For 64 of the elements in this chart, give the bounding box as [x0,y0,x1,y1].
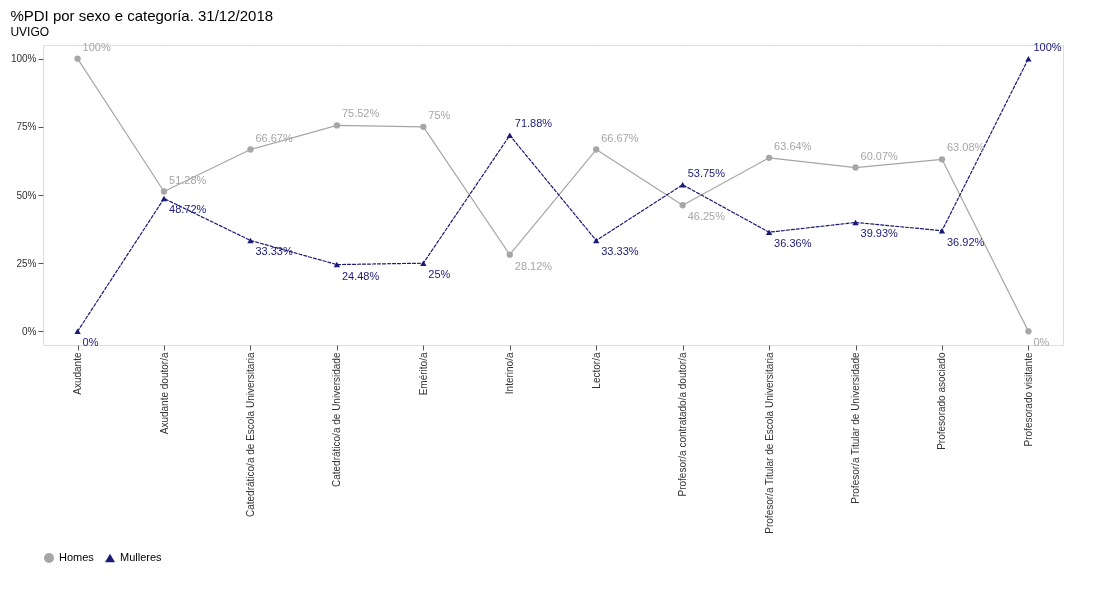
point [247,146,254,153]
point [679,202,686,209]
point [420,260,427,266]
x-tick-label: Lector/a [590,352,602,389]
point [679,182,686,188]
data-label: 46.25% [687,210,726,223]
data-label: 66.67% [255,131,293,144]
x-tick-label: Axudante [72,352,84,395]
point [593,146,600,153]
point [593,237,600,244]
point [333,122,341,129]
data-label: 0% [82,336,99,349]
point [852,164,859,171]
x-tick-label: Profesor/a contratado/a doutor/a [677,352,689,497]
point [420,123,427,130]
data-label: 36.92% [946,235,985,248]
x-tick-label: Profesor/a Titular de Universidade [850,352,862,504]
data-label: 36.36% [774,237,812,250]
data-label: 66.67% [601,131,639,144]
x-tick-label: Interino/a [504,352,516,395]
data-label: 75.52% [341,107,380,120]
point [765,154,773,161]
data-label: 63.08% [946,141,985,154]
data-label: 60.07% [860,149,899,162]
data-label: 100% [1033,40,1062,53]
y-tick-label: 100% [10,53,37,65]
data-label: 71.88% [514,117,553,130]
point [765,229,773,235]
data-label: 24.48% [341,269,380,282]
point [160,195,168,202]
y-tick-label: 50% [16,189,37,201]
data-label: 75% [428,108,451,121]
data-label: 100% [82,40,111,53]
y-tick-label: 75% [16,121,37,133]
point [74,55,81,62]
data-label: 25% [428,268,451,281]
data-label: 39.93% [860,227,899,240]
chart-subtitle: UVIGO [10,24,50,39]
x-tick-label: Axudante doutor/a [158,352,170,435]
point [938,156,946,163]
point [506,251,513,258]
data-label: 0% [1033,336,1050,349]
data-label: 33.33% [601,245,639,258]
x-tick-label: Profesor/a Titular de Escola Universitaria [763,352,775,534]
x-tick-label: Profesorado visitante [1022,352,1034,447]
chart-title: %PDI por sexo e categoría. 31/12/2018 [10,6,274,24]
legend-label: Homes [59,551,95,563]
point [160,188,168,195]
point [74,328,81,335]
y-tick-label: 0% [22,325,37,337]
x-tick-label: Profesorado asociado [936,352,948,450]
point [852,219,859,226]
x-tick-label: Catedrático/a de Escola Universitaria [244,352,256,518]
point [247,237,254,244]
point [1025,328,1032,335]
x-tick-label: Catedrático/a de Universidade [331,352,343,488]
data-label: 63.64% [774,139,812,152]
x-tick-label: Emérito/a [417,352,429,396]
y-tick-label: 25% [16,257,37,269]
point [506,132,513,139]
data-label: 53.75% [687,166,726,179]
data-label: 33.33% [255,245,293,258]
data-label: 28.12% [514,259,553,272]
legend-label: Mulleres [120,551,163,563]
